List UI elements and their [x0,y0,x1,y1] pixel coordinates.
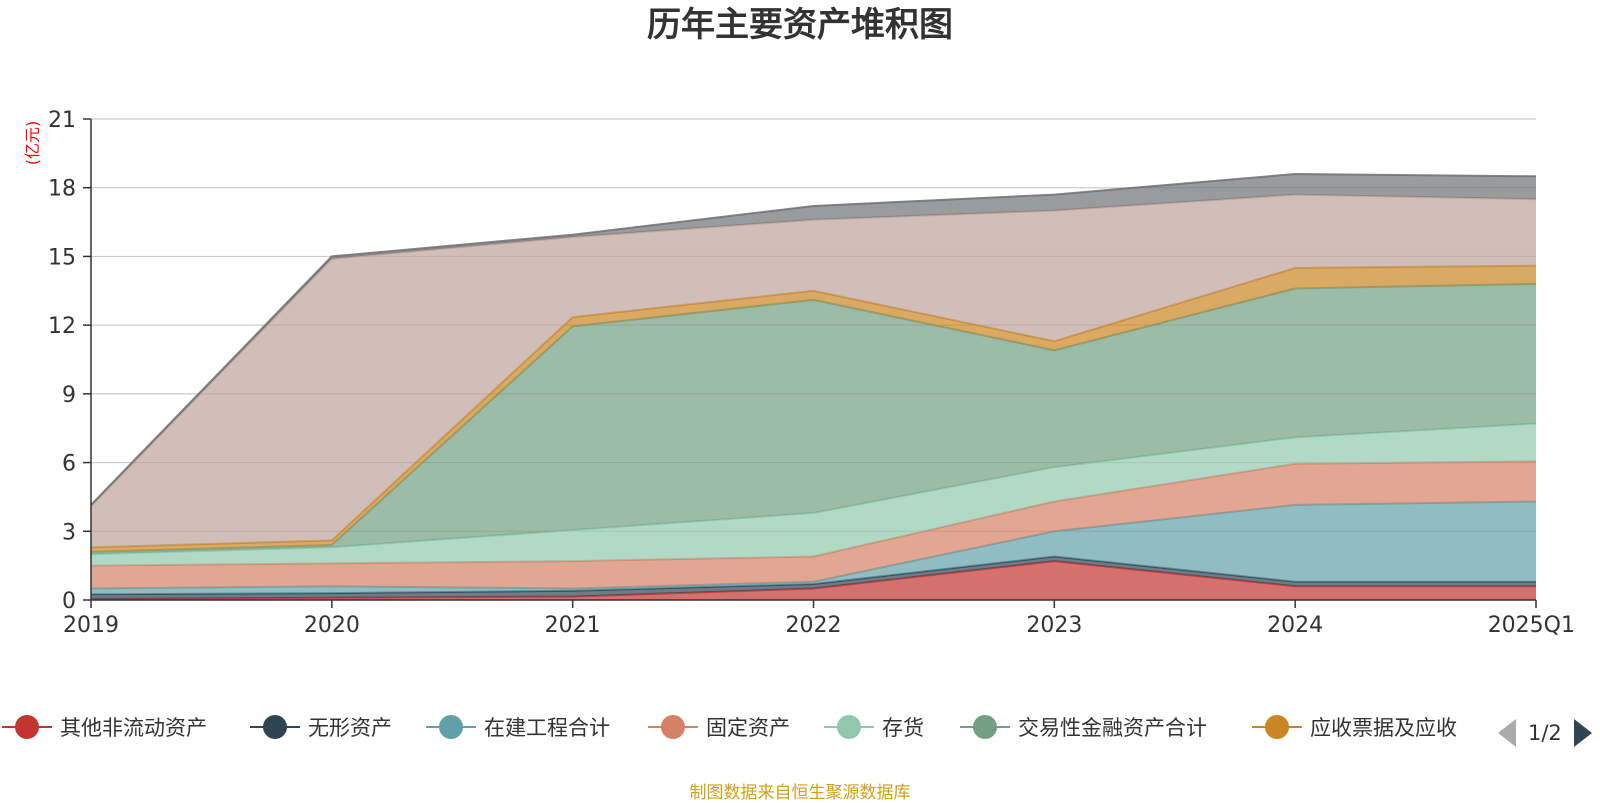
legend-item-5[interactable]: 交易性金融资产合计 [958,712,1207,742]
area-series-4[interactable] [91,423,1536,566]
y-axis-label: (亿元) [23,121,42,166]
area-series-5[interactable] [91,283,1536,555]
legend-marker-icon [424,712,478,742]
x-tick-label: 2022 [786,613,842,638]
legend-pager: 1/2 [1498,718,1592,748]
legend-item-1[interactable]: 无形资产 [248,712,392,742]
legend-next-page-icon[interactable] [1573,719,1592,747]
area-series-3[interactable] [91,461,1536,589]
legend-marker-dot [263,715,287,739]
area-series-1[interactable] [91,556,1536,599]
x-tick-label: 2019 [63,613,119,638]
legend-marker-icon [646,712,700,742]
legend-marker-icon [1250,712,1304,742]
chart-legend: 其他非流动资产 无形资产 在建工程合计 固定资产 存货 交易性金融资产合计 应收票据及应收 [0,712,1600,752]
legend-label: 应收票据及应收 [1310,716,1457,740]
legend-label: 固定资产 [706,716,790,740]
legend-marker-dot [661,715,685,739]
legend-marker-dot [15,715,39,739]
legend-page-indicator: 1/2 [1528,721,1562,745]
y-tick-label: 15 [48,245,76,270]
legend-marker-icon [0,712,54,742]
series-line-8 [90,172,1537,506]
x-tick-label: 2021 [545,613,601,638]
legend-label: 交易性金融资产合计 [1018,716,1207,740]
x-tick-label: 2024 [1267,613,1323,638]
legend-label: 其他非流动资产 [60,716,207,740]
area-series-0[interactable] [91,561,1536,600]
y-tick-label: 3 [62,520,76,545]
legend-prev-page-icon[interactable] [1498,719,1516,747]
legend-item-3[interactable]: 固定资产 [646,712,790,742]
x-tick-label: 2023 [1026,613,1082,638]
legend-label: 无形资产 [308,716,392,740]
legend-marker-dot [837,715,861,739]
data-source-note: 制图数据来自恒生聚源数据库 [689,783,911,803]
y-tick-label: 0 [62,589,76,614]
legend-marker-icon [248,712,302,742]
y-tick-label: 18 [48,177,76,202]
y-tick-label: 21 [48,108,76,133]
legend-marker-dot [973,715,997,739]
legend-marker-icon [958,712,1012,742]
x-tick-label: 2025Q1 [1488,613,1575,638]
x-tick-label: 2020 [304,613,360,638]
y-tick-label: 6 [62,452,76,477]
axes: 0 3 6 9 12 15 18 21 2019 2020 2021 2022 2023 2024 2025… [48,108,1575,638]
legend-label: 存货 [882,716,924,740]
legend-item-6[interactable]: 应收票据及应收 [1250,712,1457,742]
legend-item-4[interactable]: 存货 [822,712,924,742]
legend-marker-dot [1265,715,1289,739]
legend-label: 在建工程合计 [484,716,610,740]
area-series-2[interactable] [91,501,1536,595]
legend-item-0[interactable]: 其他非流动资产 [0,712,207,742]
y-tick-label: 12 [48,314,76,339]
legend-marker-icon [822,712,876,742]
area-series-group [90,172,1537,600]
area-series-7[interactable] [91,194,1536,548]
y-tick-label: 9 [62,383,76,408]
stacked-area-chart: 0 3 6 9 12 15 18 21 2019 2020 2021 2022 2023 2024 2025… [23,108,1575,638]
legend-marker-dot [439,715,463,739]
legend-item-2[interactable]: 在建工程合计 [424,712,610,742]
chart-title: 历年主要资产堆积图 [647,5,953,45]
